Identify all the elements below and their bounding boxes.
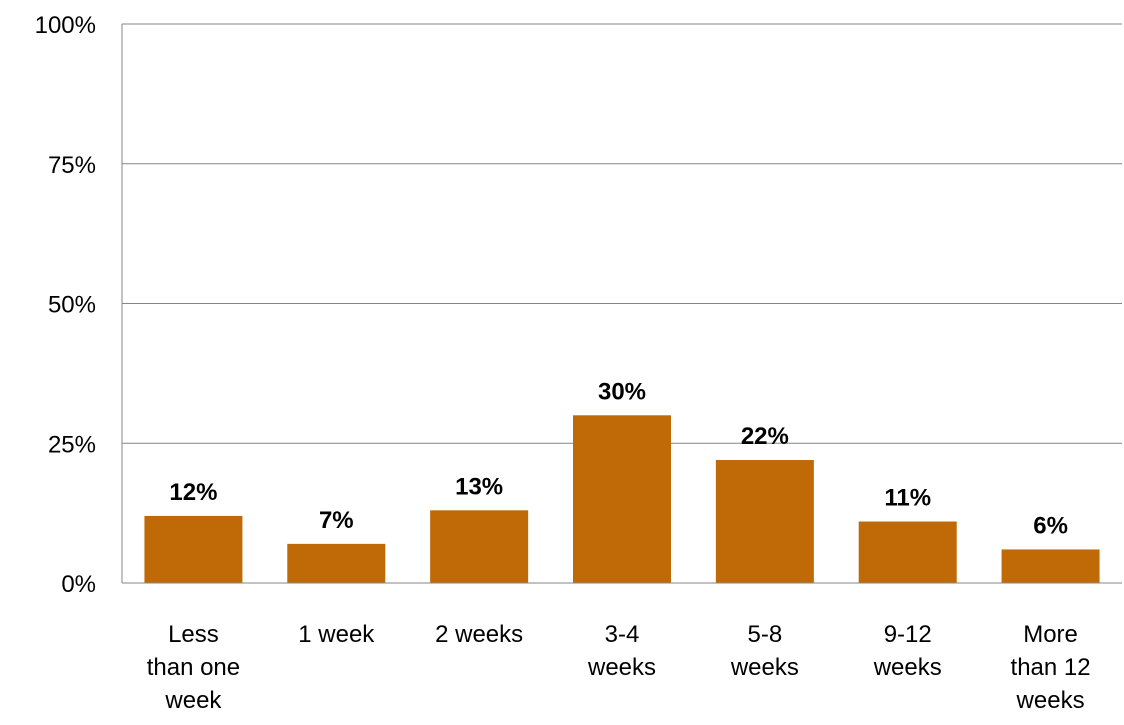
x-category-label: Less than one week [147, 621, 240, 714]
data-label: 11% [884, 485, 931, 512]
bars [144, 415, 1100, 583]
x-category-label-line: than 12 [1011, 654, 1091, 681]
data-label: 6% [1033, 512, 1068, 539]
y-tick-label: 50% [48, 292, 96, 319]
x-category-label-line: weeks [873, 654, 942, 681]
x-category-label: More than 12 weeks [1011, 621, 1091, 714]
bar [430, 510, 529, 583]
x-category-label: 9-12 weeks [873, 621, 942, 681]
x-category-label-line: weeks [587, 654, 656, 681]
y-tick-label: 0% [61, 571, 96, 598]
y-tick-label: 25% [48, 431, 96, 458]
y-tick-label: 100% [35, 12, 96, 39]
bar [144, 515, 243, 583]
x-category-label-line: Less [168, 621, 219, 648]
data-label: 22% [741, 423, 789, 450]
x-category-label-line: 5-8 [748, 621, 783, 648]
x-category-label: 1 week [298, 621, 375, 648]
data-label: 12% [169, 479, 217, 506]
x-category-label-line: 3-4 [605, 621, 640, 648]
y-axis-ticks: 0% 25% 50% 75% 100% [35, 12, 96, 598]
x-category-label-line: than one [147, 654, 240, 681]
bar [573, 415, 671, 583]
data-label: 13% [455, 473, 503, 500]
data-label: 30% [598, 378, 646, 405]
bar [858, 521, 957, 583]
bar [715, 460, 814, 583]
x-category-label-line: 2 weeks [435, 621, 523, 648]
x-category-label-line: 9-12 [884, 621, 932, 648]
x-category-label-line: 1 week [298, 621, 375, 648]
bar [287, 543, 386, 583]
data-label: 7% [319, 507, 354, 534]
x-category-label-line: week [164, 687, 222, 714]
data-labels: 12% 7% 13% 30% 22% 11% 6% [169, 378, 1068, 539]
x-category-label-line: weeks [730, 654, 799, 681]
x-category-label: 5-8 weeks [730, 621, 799, 681]
x-category-label: 3-4 weeks [587, 621, 656, 681]
x-category-label: 2 weeks [435, 621, 523, 648]
x-category-label-line: More [1023, 621, 1078, 648]
x-category-label-line: weeks [1016, 687, 1085, 714]
y-tick-label: 75% [48, 152, 96, 179]
bar [1001, 549, 1100, 583]
